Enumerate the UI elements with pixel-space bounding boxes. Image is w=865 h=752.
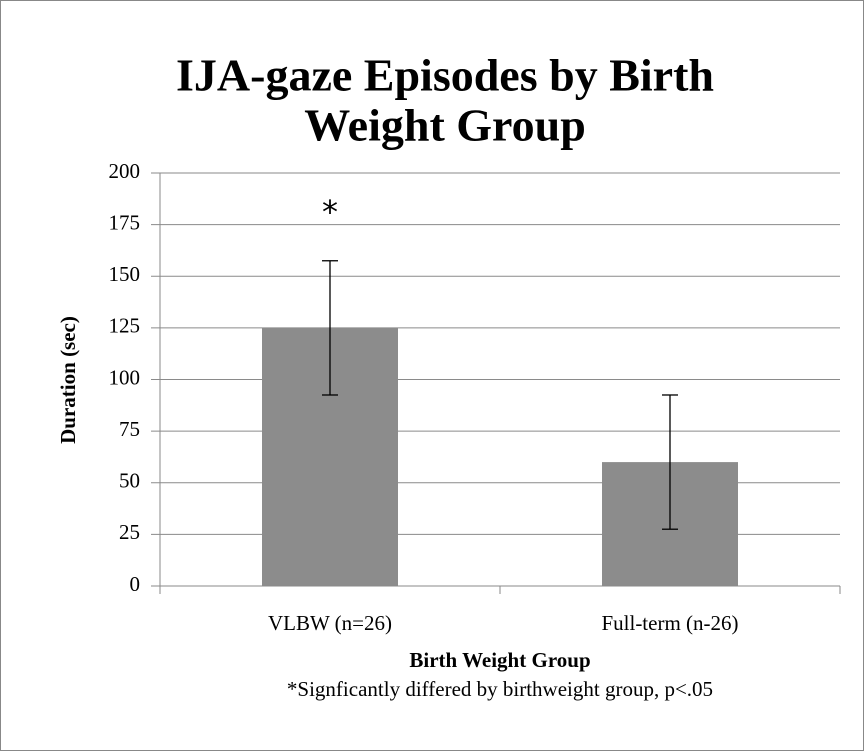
y-tick-label: 125 — [109, 314, 141, 338]
y-tick-label: 200 — [109, 159, 141, 183]
y-tick-label: 0 — [130, 572, 141, 596]
y-tick-label: 150 — [109, 262, 141, 286]
y-axis-title: Duration (sec) — [56, 316, 80, 444]
chart-title: Weight Group — [304, 100, 586, 151]
y-tick-label: 75 — [119, 417, 140, 441]
significance-marker: * — [322, 193, 338, 231]
chart-title: IJA-gaze Episodes by Birth — [176, 50, 714, 101]
y-tick-label: 25 — [119, 520, 140, 544]
y-tick-label: 50 — [119, 469, 140, 493]
x-tick-label: VLBW (n=26) — [268, 611, 392, 635]
x-tick-label: Full-term (n-26) — [601, 611, 738, 635]
y-tick-label: 175 — [109, 210, 141, 234]
footnote: *Signficantly differed by birthweight gr… — [287, 677, 713, 701]
x-axis-title: Birth Weight Group — [409, 648, 590, 672]
y-tick-label: 100 — [109, 365, 141, 389]
